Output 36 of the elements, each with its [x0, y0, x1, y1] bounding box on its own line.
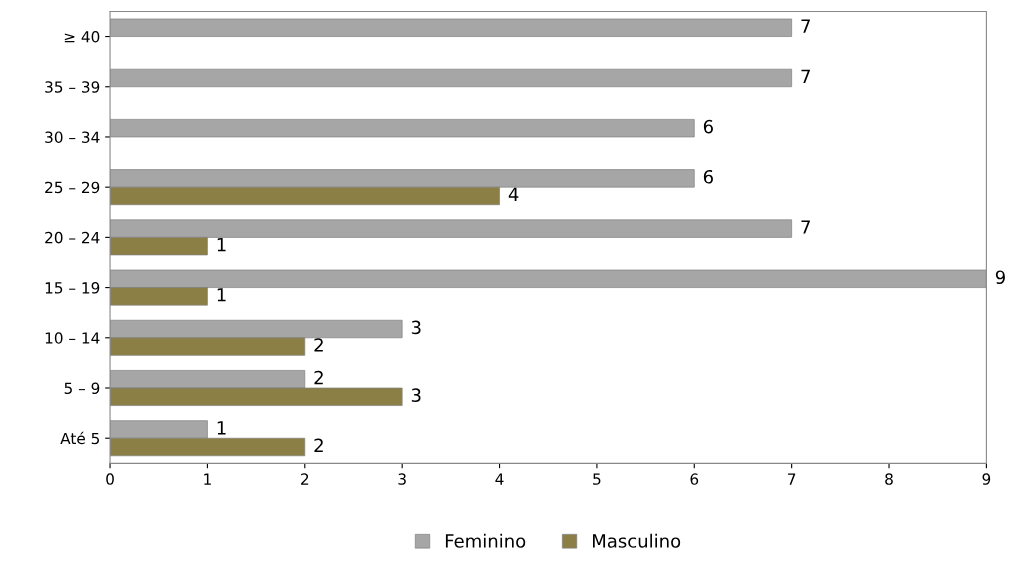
y-tick-label: 15 – 19 — [45, 282, 100, 294]
data-label: 6 — [703, 119, 713, 134]
x-tick-label: 6 — [690, 473, 699, 485]
x-tick-label: 3 — [398, 473, 406, 485]
x-tick-label: 4 — [495, 473, 504, 485]
data-label: 3 — [411, 388, 421, 403]
data-label: 4 — [508, 187, 519, 201]
y-tick-label: 20 – 24 — [45, 231, 100, 244]
y-tick-label: 25 – 29 — [45, 181, 100, 194]
data-label: 3 — [411, 320, 421, 335]
data-label: 6 — [703, 169, 713, 184]
x-tick-label: 5 — [593, 473, 601, 485]
data-label: 1 — [217, 288, 226, 302]
data-label: 2 — [314, 438, 323, 452]
legend-label: Feminino — [445, 533, 526, 548]
x-tick-label: 9 — [982, 473, 991, 485]
y-tick-label: ≥ 40 — [64, 31, 100, 43]
x-tick-label: 0 — [106, 473, 114, 485]
x-tick-label: 1 — [204, 473, 211, 485]
x-tick-label: 8 — [885, 473, 893, 485]
data-label: 2 — [314, 338, 323, 352]
x-tick-label: 2 — [301, 473, 309, 485]
y-tick-label: 5 – 9 — [64, 382, 100, 395]
data-label: 2 — [314, 370, 323, 385]
y-tick-label: 10 – 14 — [45, 332, 100, 344]
y-tick-label: 30 – 34 — [45, 131, 100, 143]
data-label: 7 — [801, 220, 810, 234]
legend-label: Masculino — [592, 533, 681, 548]
data-label: 7 — [801, 19, 810, 33]
y-tick-label: 35 – 39 — [45, 81, 100, 93]
data-label: 7 — [801, 69, 810, 83]
x-tick-label: 7 — [788, 473, 796, 485]
data-label: 1 — [217, 237, 226, 252]
y-tick-label: Até 5 — [60, 431, 99, 445]
data-label: 1 — [217, 421, 226, 435]
data-label: 9 — [995, 270, 1005, 285]
